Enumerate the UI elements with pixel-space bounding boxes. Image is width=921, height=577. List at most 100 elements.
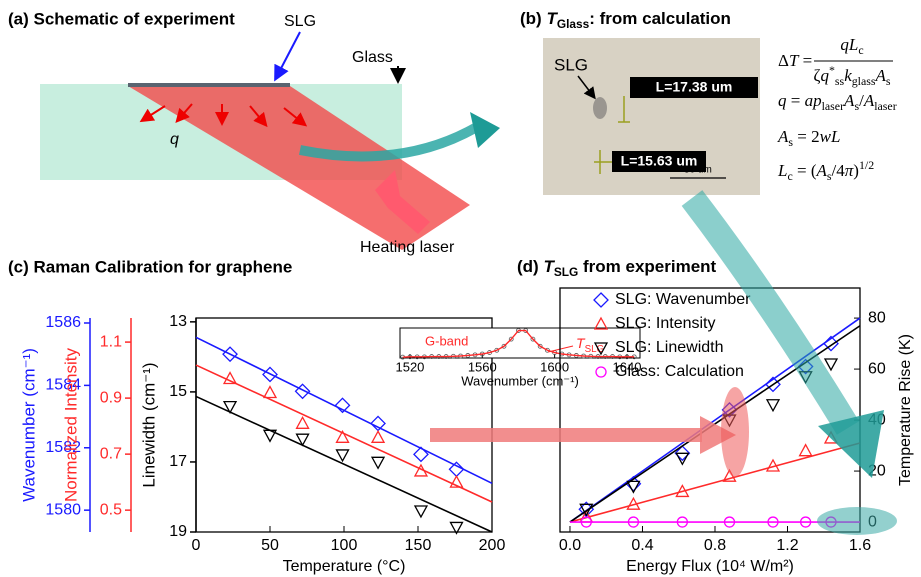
- marker: [415, 506, 427, 517]
- calc-arrow: [692, 198, 848, 428]
- text-part: =: [798, 51, 812, 70]
- laser-label: Heating laser: [360, 239, 455, 256]
- y-tick-label: 17: [169, 453, 187, 470]
- y-tick-label: 1580: [45, 501, 81, 518]
- text-part: ss: [835, 74, 845, 88]
- text-part: SLG: [554, 265, 578, 279]
- text-part: glass: [852, 74, 876, 88]
- photo-label: SLG: [554, 55, 588, 74]
- y-axis-title: Linewidth (cm⁻¹): [139, 362, 158, 487]
- legend-label: SLG: Linewidth: [615, 339, 724, 356]
- y-tick-label: 1.1: [100, 333, 122, 350]
- text-part: Δ: [778, 51, 789, 70]
- text-part: A: [777, 127, 789, 146]
- marker: [414, 447, 428, 461]
- equation: q = aplaserAs/Alaser: [778, 91, 897, 113]
- x-tick-label: 150: [405, 537, 432, 554]
- scale-label: 50 um: [684, 165, 712, 176]
- y-tick-label: 19: [169, 523, 187, 540]
- text-part: Glass: [557, 17, 590, 31]
- y-axis-title: Wavenumber (cm⁻¹): [19, 348, 38, 502]
- text-part: from experiment: [578, 257, 716, 276]
- inset-label: G-band: [425, 333, 468, 348]
- equation: qLc: [840, 35, 863, 57]
- marker: [337, 450, 349, 461]
- marker: [296, 384, 310, 398]
- panel-title: (b) TGlass: from calculation: [520, 9, 731, 31]
- marker: [449, 462, 463, 476]
- chart-title: (d) TSLG from experiment: [517, 257, 717, 279]
- x-tick-label: 1.6: [849, 537, 871, 554]
- text-part: 1/2: [859, 158, 874, 172]
- legend-label: Glass: Calculation: [615, 363, 744, 380]
- text-part: (d): [517, 257, 543, 276]
- text-part: : from calculation: [589, 9, 731, 28]
- marker: [825, 359, 837, 370]
- equation: As = 2wL: [777, 127, 840, 149]
- y-tick-label: 60: [868, 360, 886, 377]
- x-tick-label: 1600: [540, 359, 569, 374]
- x-tick-label: 0.4: [631, 537, 653, 554]
- highlight: [817, 507, 897, 535]
- y-tick-label: 1586: [45, 314, 81, 331]
- text-part: = 2: [793, 127, 820, 146]
- text-part: wL: [820, 127, 841, 146]
- equation: ΔT =: [778, 51, 812, 70]
- graphene-flake: [593, 97, 607, 119]
- text-part: laser: [874, 99, 896, 113]
- chart-title: (c) Raman Calibration for graphene: [8, 257, 292, 276]
- text-part: = (: [793, 161, 817, 180]
- text-part: /4: [832, 161, 846, 180]
- x-tick-label: 1520: [395, 359, 424, 374]
- x-axis-title: Energy Flux (10⁴ W/m²): [626, 558, 794, 575]
- marker: [371, 416, 385, 430]
- x-tick-label: 100: [331, 537, 358, 554]
- marker: [372, 431, 384, 442]
- marker: [800, 445, 812, 456]
- legend-label: SLG: Wavenumber: [615, 291, 751, 308]
- link-arrow: [430, 428, 702, 442]
- y-axis-title: Temperature Rise (K): [897, 334, 914, 486]
- text-part: =: [787, 91, 805, 110]
- x-axis-title: Wavenumber (cm⁻¹): [461, 373, 579, 388]
- fit-line: [570, 443, 860, 522]
- legend-marker: [595, 318, 607, 329]
- legend-marker: [594, 293, 608, 307]
- text-part: A: [875, 66, 887, 85]
- y-tick-label: 0.9: [100, 389, 122, 406]
- y-tick-label: 80: [868, 309, 886, 326]
- text-part: laser: [822, 99, 844, 113]
- transfer-arrow-head: [470, 112, 500, 148]
- text-part: qL: [840, 35, 858, 54]
- text-part: ap: [805, 91, 822, 110]
- fit-line: [196, 396, 492, 532]
- x-axis-title: Temperature (°C): [283, 558, 406, 575]
- text-part: c: [858, 43, 863, 57]
- y-tick-label: 0.7: [100, 445, 122, 462]
- text-part: L: [777, 161, 787, 180]
- marker: [297, 417, 309, 428]
- equation: Lc = (As/4π)1/2: [777, 158, 874, 183]
- x-tick-label: 50: [261, 537, 279, 554]
- text-part: A: [863, 91, 875, 110]
- marker: [676, 453, 688, 464]
- x-tick-label: 0.8: [704, 537, 726, 554]
- slg-label: SLG: [284, 13, 316, 30]
- x-tick-label: 1.2: [776, 537, 798, 554]
- schematic: (a) Schematic of experiment SLG Glass q …: [8, 9, 500, 256]
- text-part: A: [843, 91, 855, 110]
- legend-label: SLG: Intensity: [615, 315, 716, 332]
- marker: [264, 387, 276, 398]
- marker: [767, 400, 779, 411]
- slg-arrow: [276, 32, 300, 78]
- glass-label: Glass: [352, 49, 393, 66]
- x-tick-label: 200: [479, 537, 506, 554]
- equation: ζq*sskglassAs: [813, 63, 891, 88]
- panel-title: (a) Schematic of experiment: [8, 9, 235, 28]
- highlight: [721, 387, 749, 477]
- x-tick-label: 0: [192, 537, 201, 554]
- heat-flux-label: q: [170, 131, 179, 148]
- x-tick-label: 1560: [468, 359, 497, 374]
- measurement: L=17.38 um: [656, 79, 733, 95]
- calculation-panel: (b) TGlass: from calculation SLG L=17.38…: [520, 9, 897, 195]
